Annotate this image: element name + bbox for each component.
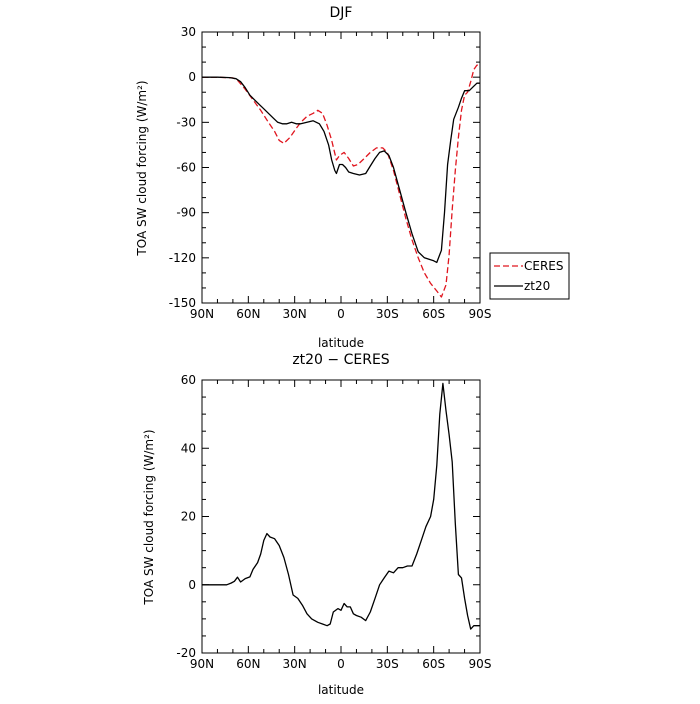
x-tick-label: 30S [376, 307, 399, 321]
panel-bottom: zt20 − CERES TOA SW cloud forcing (W/m²)… [142, 352, 491, 697]
x-axis-label: latitude [318, 683, 364, 697]
y-tick-label: 0 [188, 70, 196, 84]
y-tick-label: -90 [176, 206, 196, 220]
legend: CERES zt20 [489, 252, 570, 300]
plot-frame [201, 379, 481, 654]
x-tick-label: 60S [422, 307, 445, 321]
x-tick-label: 90N [190, 657, 214, 671]
panel-top: DJF TOA SW cloud forcing (W/m²) latitude… [135, 5, 570, 350]
y-tick-label: -120 [169, 251, 196, 265]
y-tick-label: -60 [176, 161, 196, 175]
legend-box [489, 252, 570, 300]
legend-label-zt20: zt20 [524, 279, 550, 293]
x-tick-label: 30S [376, 657, 399, 671]
axis-ticks: 90N 60N 30N 0 30S 60S 90S 60 40 20 0 -20 [176, 373, 491, 671]
chart-title: DJF [330, 5, 353, 21]
legend-label-ceres: CERES [524, 259, 564, 273]
x-axis-label: latitude [318, 336, 364, 350]
x-tick-label: 60S [422, 657, 445, 671]
y-tick-label: 60 [181, 373, 196, 387]
y-tick-label: 20 [181, 510, 196, 524]
x-tick-label: 90S [469, 657, 492, 671]
x-tick-label: 90N [190, 307, 214, 321]
x-tick-label: 90S [469, 307, 492, 321]
series-lines [202, 382, 480, 630]
x-tick-label: 60N [236, 307, 260, 321]
x-tick-label: 0 [337, 657, 345, 671]
y-tick-label: -150 [169, 296, 196, 310]
x-tick-label: 60N [236, 657, 260, 671]
y-tick-label: 30 [181, 25, 196, 39]
x-tick-label: 30N [283, 307, 307, 321]
x-tick-label: 0 [337, 307, 345, 321]
y-tick-label: 0 [188, 578, 196, 592]
y-axis-label: TOA SW cloud forcing (W/m²) [142, 429, 156, 605]
series-line-difference [202, 382, 480, 630]
plot-frame [201, 31, 481, 304]
y-axis-label: TOA SW cloud forcing (W/m²) [135, 80, 149, 256]
chart-title: zt20 − CERES [292, 352, 389, 368]
series-lines [202, 64, 480, 298]
y-tick-label: -20 [176, 646, 196, 660]
y-tick-label: -30 [176, 115, 196, 129]
axis-ticks: 90N 60N 30N 0 30S 60S 90S 30 0 -30 -60 -90 -120 -150 [169, 25, 492, 321]
y-tick-label: 40 [181, 441, 196, 455]
series-line-ceres [202, 64, 480, 298]
x-tick-label: 30N [283, 657, 307, 671]
series-line-zt20 [202, 76, 480, 264]
